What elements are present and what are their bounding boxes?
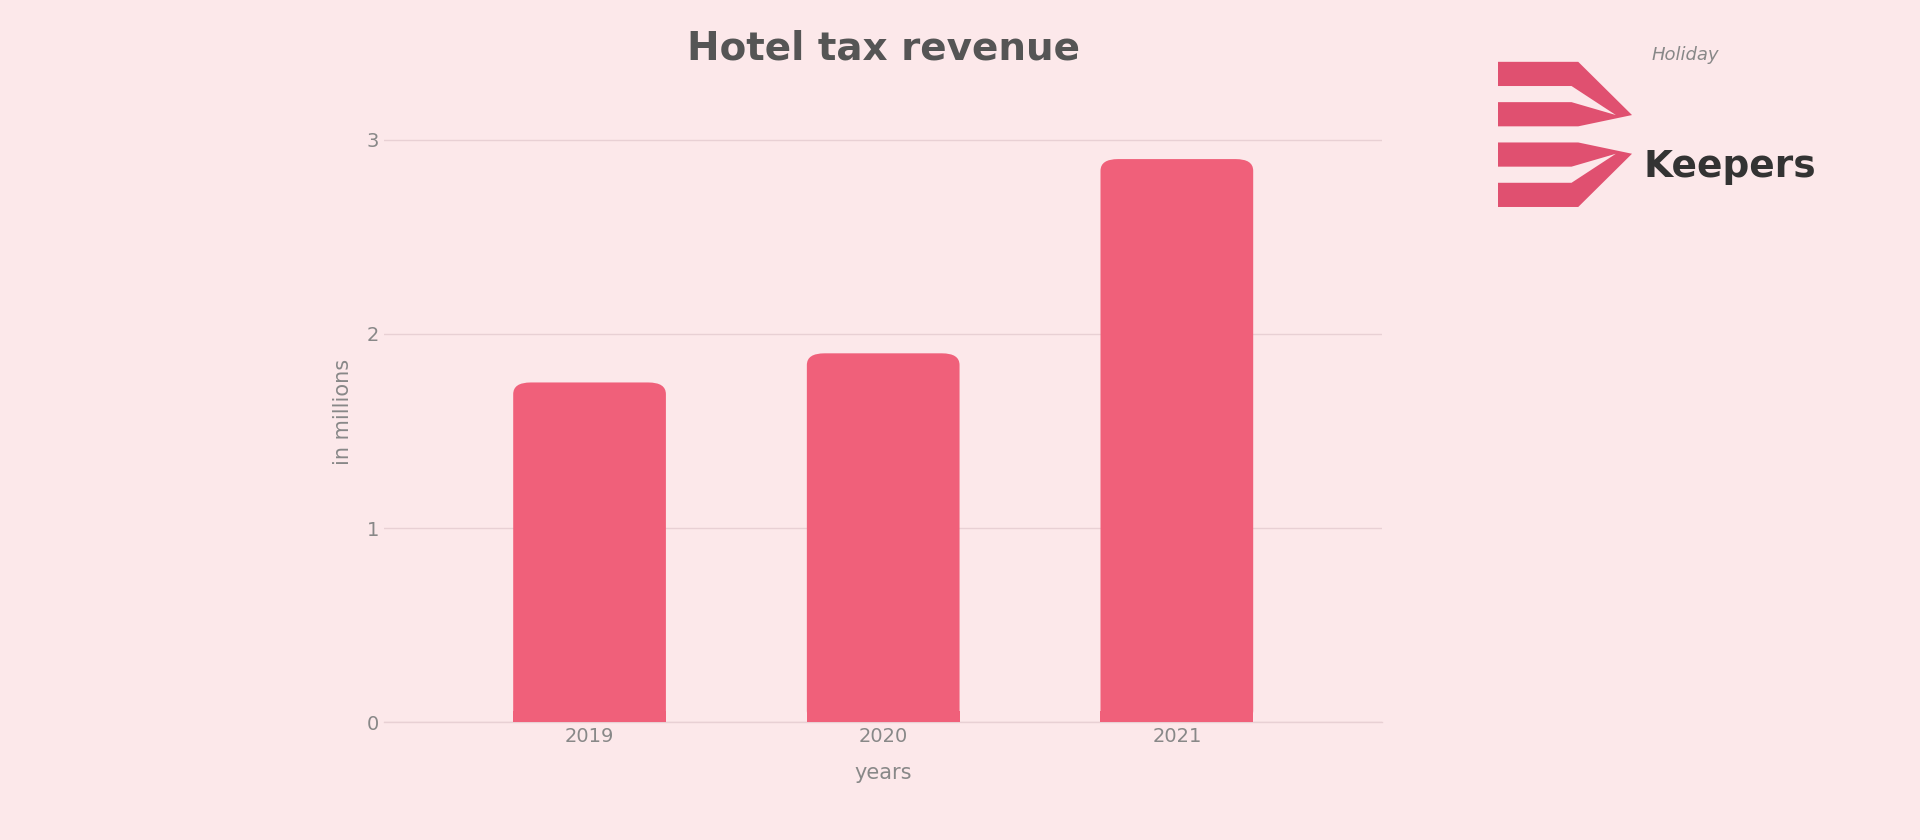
FancyBboxPatch shape xyxy=(806,354,960,722)
Bar xyxy=(1100,711,1254,722)
X-axis label: years: years xyxy=(854,763,912,783)
FancyBboxPatch shape xyxy=(1100,159,1254,722)
FancyBboxPatch shape xyxy=(513,382,666,722)
Polygon shape xyxy=(1498,143,1632,207)
Y-axis label: in millions: in millions xyxy=(332,359,353,465)
Text: Keepers: Keepers xyxy=(1644,149,1816,185)
Bar xyxy=(806,711,960,722)
Polygon shape xyxy=(1498,62,1632,126)
Bar xyxy=(513,711,666,722)
Title: Hotel tax revenue: Hotel tax revenue xyxy=(687,29,1079,67)
Text: Holiday: Holiday xyxy=(1651,46,1718,64)
